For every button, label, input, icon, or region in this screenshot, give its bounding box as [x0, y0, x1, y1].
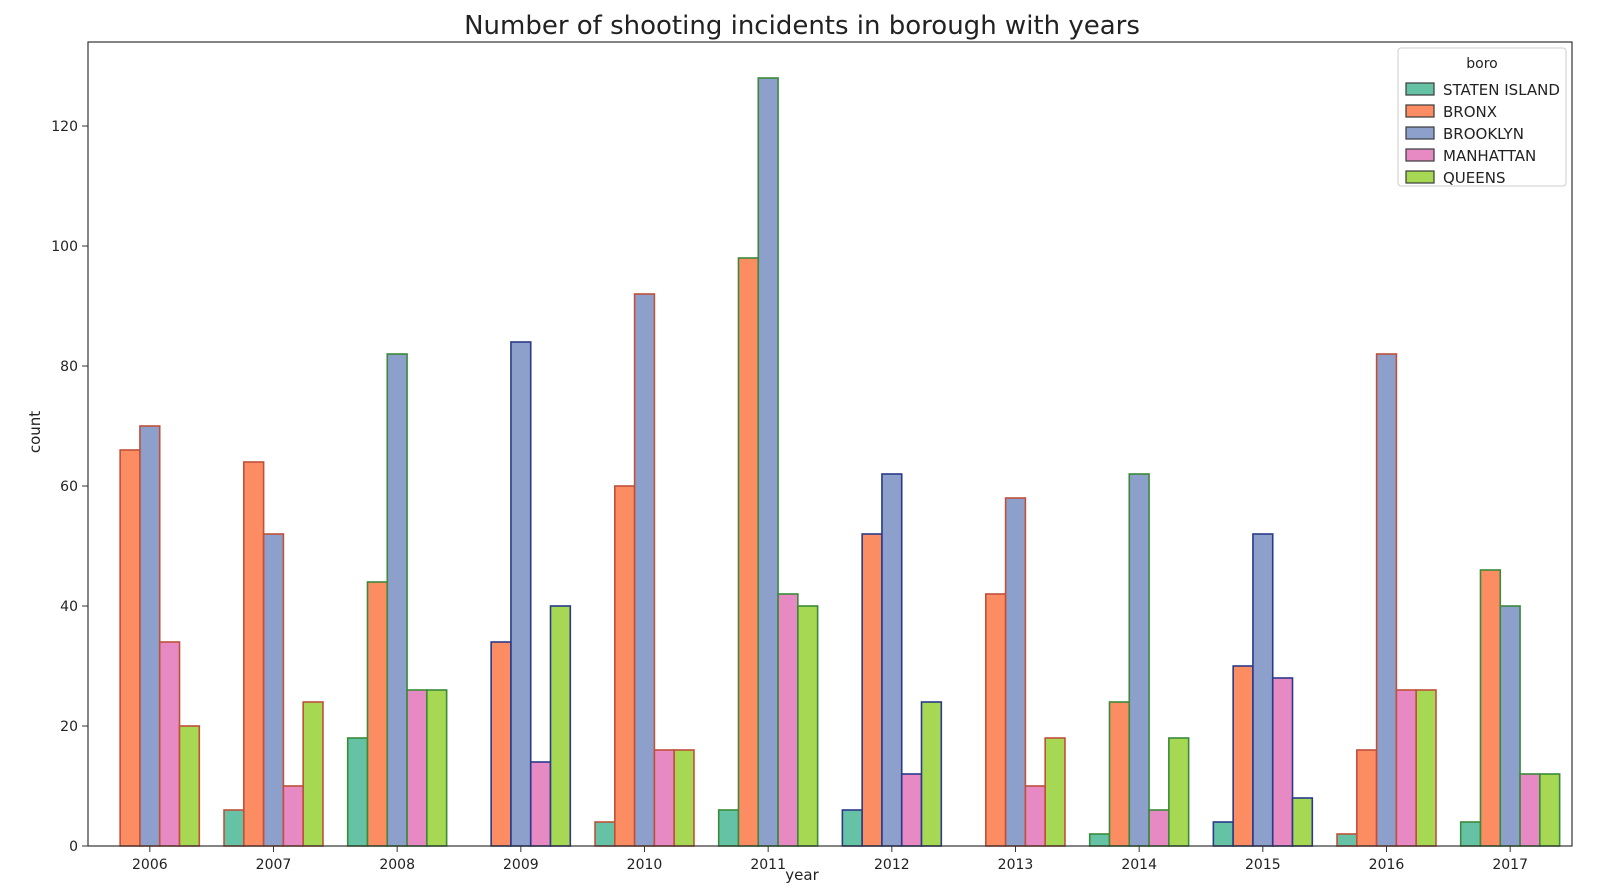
bar-2009-manhattan [529, 761, 552, 847]
legend-swatch [1405, 104, 1435, 118]
bar-2014-bronx [1108, 701, 1131, 847]
bar-2008-manhattan [406, 689, 428, 847]
legend-title: boro [1466, 56, 1497, 72]
bar-2011-brooklyn [757, 77, 779, 847]
x-tick-label: 2010 [627, 857, 663, 873]
bar-2011-manhattan [777, 593, 799, 847]
bar-2010-brooklyn [633, 293, 656, 847]
bar-2011-queens [797, 605, 819, 847]
bar-2013-brooklyn [1004, 497, 1027, 847]
legend-swatch [1405, 126, 1435, 140]
bar-2012-brooklyn [881, 473, 903, 847]
legend-label: MANHATTAN [1443, 147, 1536, 165]
bar-2006-bronx [119, 449, 141, 847]
bar-2017-brooklyn [1499, 605, 1521, 847]
bar-2014-staten-island [1088, 833, 1111, 847]
bar-2013-bronx [985, 593, 1007, 847]
bar-2009-queens [549, 605, 572, 847]
axes-layer: 0 20 40 60 80 100 120 2006 2007 2008 2009 2010 2011 2… [51, 41, 1573, 873]
bar-2007-staten-island [223, 809, 245, 847]
bar-2009-brooklyn [510, 341, 532, 847]
bar-2012-manhattan [900, 773, 923, 847]
bar-2013-manhattan [1024, 785, 1046, 847]
y-tick-label: 40 [60, 599, 78, 615]
y-axis-label: count [26, 411, 44, 453]
bar-2008-staten-island [346, 737, 369, 847]
bars-layer [119, 77, 1561, 847]
y-tick-label: 80 [60, 359, 78, 375]
bar-2012-queens [920, 701, 943, 847]
x-tick-label: 2011 [750, 857, 786, 873]
bar-2013-queens [1044, 737, 1066, 847]
x-tick-label: 2008 [379, 857, 415, 873]
bar-2015-manhattan [1271, 677, 1294, 847]
bar-2008-brooklyn [386, 353, 408, 847]
y-tick-label: 60 [60, 479, 78, 495]
bar-2015-bronx [1232, 665, 1254, 847]
legend-label: QUEENS [1443, 169, 1505, 187]
bar-2010-bronx [614, 485, 636, 847]
legend: boro STATEN ISLAND BRONX BROOKLYN MANHATTAN Q… [1397, 47, 1567, 187]
bar-2015-staten-island [1212, 821, 1234, 847]
bar-2014-queens [1168, 737, 1190, 847]
bar-2007-manhattan [282, 785, 304, 847]
x-axis-label: year [785, 866, 819, 884]
y-tick-label: 0 [69, 839, 78, 855]
x-tick-label: 2009 [503, 857, 539, 873]
bar-2016-manhattan [1395, 689, 1417, 847]
bar-2016-bronx [1356, 749, 1378, 847]
legend-label: BROOKLYN [1443, 125, 1524, 143]
legend-swatch [1405, 170, 1435, 184]
bar-2017-staten-island [1459, 821, 1482, 847]
legend-swatch [1405, 82, 1435, 96]
bar-2011-bronx [737, 257, 760, 847]
x-tick-label: 2007 [256, 857, 292, 873]
bar-2007-queens [302, 701, 324, 847]
bar-2010-queens [673, 749, 695, 847]
x-tick-label: 2015 [1245, 857, 1281, 873]
y-tick-label: 120 [51, 119, 78, 135]
y-tick-label: 20 [60, 719, 78, 735]
bar-2016-brooklyn [1375, 353, 1398, 847]
bar-2017-manhattan [1519, 773, 1541, 847]
bar-2008-queens [426, 689, 448, 847]
x-tick-label: 2006 [132, 857, 168, 873]
bar-2015-queens [1291, 797, 1314, 847]
legend-box [1397, 47, 1567, 187]
x-tick-label: 2013 [998, 857, 1034, 873]
legend-label: STATEN ISLAND [1443, 81, 1560, 99]
legend-swatch [1405, 148, 1435, 162]
chart-title: Number of shooting incidents in borough … [464, 11, 1140, 41]
bar-2006-brooklyn [139, 425, 161, 847]
bar-2008-bronx [366, 581, 389, 847]
bar-2010-manhattan [653, 749, 675, 847]
y-tick-label: 100 [51, 239, 78, 255]
x-tick-label: 2014 [1121, 857, 1157, 873]
bar-2016-queens [1415, 689, 1437, 847]
bar-2015-brooklyn [1252, 533, 1274, 847]
x-tick-label: 2017 [1492, 857, 1528, 873]
bar-2009-bronx [490, 641, 512, 847]
bar-2017-bronx [1479, 569, 1502, 847]
x-tick-label: 2012 [874, 857, 910, 873]
x-tick-label: 2016 [1369, 857, 1405, 873]
legend-label: BRONX [1443, 103, 1497, 121]
bar-2016-staten-island [1336, 833, 1358, 847]
bar-2011-staten-island [717, 809, 740, 847]
bar-2007-brooklyn [262, 533, 285, 847]
bar-2006-queens [178, 725, 201, 847]
bar-2017-queens [1539, 773, 1561, 847]
bar-2012-bronx [861, 533, 883, 847]
bar-2006-manhattan [158, 641, 181, 847]
plot-frame [87, 41, 1573, 847]
bar-2010-staten-island [594, 821, 616, 847]
bar-2007-bronx [243, 461, 265, 847]
bar-2014-brooklyn [1128, 473, 1150, 847]
bar-2012-staten-island [841, 809, 863, 847]
bar-2014-manhattan [1148, 809, 1170, 847]
